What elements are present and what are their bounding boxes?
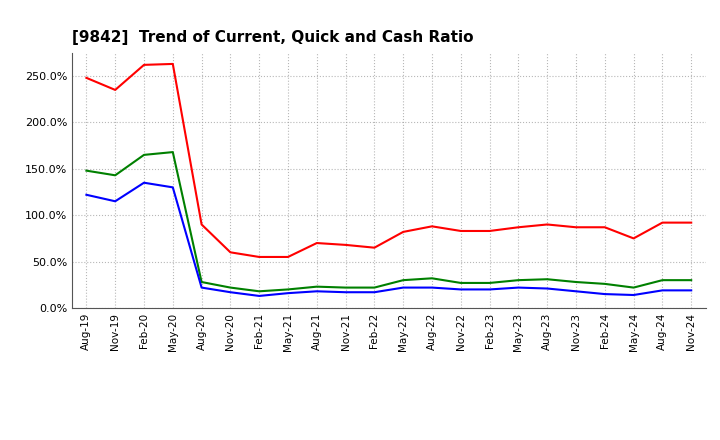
Quick Ratio	[168, 150, 177, 155]
Current Ratio	[284, 254, 292, 260]
Current Ratio	[370, 245, 379, 250]
Cash Ratio	[82, 192, 91, 198]
Quick Ratio	[284, 287, 292, 292]
Quick Ratio	[341, 285, 350, 290]
Quick Ratio	[111, 172, 120, 178]
Quick Ratio	[600, 281, 609, 286]
Quick Ratio	[428, 276, 436, 281]
Current Ratio	[629, 236, 638, 241]
Cash Ratio	[341, 290, 350, 295]
Cash Ratio	[399, 285, 408, 290]
Current Ratio	[687, 220, 696, 225]
Text: [9842]  Trend of Current, Quick and Cash Ratio: [9842] Trend of Current, Quick and Cash …	[72, 29, 474, 45]
Current Ratio	[600, 225, 609, 230]
Cash Ratio	[485, 287, 494, 292]
Quick Ratio	[514, 278, 523, 283]
Current Ratio	[543, 222, 552, 227]
Cash Ratio	[514, 285, 523, 290]
Line: Current Ratio: Current Ratio	[86, 64, 691, 257]
Current Ratio	[197, 222, 206, 227]
Cash Ratio	[428, 285, 436, 290]
Cash Ratio	[255, 293, 264, 299]
Current Ratio	[658, 220, 667, 225]
Cash Ratio	[687, 288, 696, 293]
Current Ratio	[341, 242, 350, 248]
Line: Quick Ratio: Quick Ratio	[86, 152, 691, 291]
Cash Ratio	[312, 289, 321, 294]
Current Ratio	[312, 240, 321, 246]
Cash Ratio	[168, 185, 177, 190]
Current Ratio	[399, 229, 408, 235]
Quick Ratio	[197, 279, 206, 285]
Current Ratio	[82, 75, 91, 81]
Quick Ratio	[687, 278, 696, 283]
Current Ratio	[456, 228, 465, 234]
Cash Ratio	[226, 290, 235, 295]
Current Ratio	[111, 87, 120, 92]
Cash Ratio	[284, 290, 292, 296]
Current Ratio	[255, 254, 264, 260]
Quick Ratio	[485, 280, 494, 286]
Quick Ratio	[226, 285, 235, 290]
Cash Ratio	[111, 198, 120, 204]
Cash Ratio	[629, 292, 638, 297]
Quick Ratio	[82, 168, 91, 173]
Quick Ratio	[572, 279, 580, 285]
Cash Ratio	[658, 288, 667, 293]
Quick Ratio	[312, 284, 321, 289]
Quick Ratio	[370, 285, 379, 290]
Line: Cash Ratio: Cash Ratio	[86, 183, 691, 296]
Current Ratio	[428, 224, 436, 229]
Cash Ratio	[600, 291, 609, 297]
Quick Ratio	[658, 278, 667, 283]
Quick Ratio	[399, 278, 408, 283]
Current Ratio	[226, 249, 235, 255]
Cash Ratio	[197, 285, 206, 290]
Cash Ratio	[543, 286, 552, 291]
Quick Ratio	[140, 152, 148, 158]
Quick Ratio	[255, 289, 264, 294]
Quick Ratio	[543, 277, 552, 282]
Current Ratio	[168, 61, 177, 66]
Cash Ratio	[140, 180, 148, 185]
Quick Ratio	[629, 285, 638, 290]
Current Ratio	[485, 228, 494, 234]
Current Ratio	[572, 225, 580, 230]
Cash Ratio	[572, 289, 580, 294]
Quick Ratio	[456, 280, 465, 286]
Current Ratio	[140, 62, 148, 67]
Cash Ratio	[370, 290, 379, 295]
Current Ratio	[514, 225, 523, 230]
Cash Ratio	[456, 287, 465, 292]
